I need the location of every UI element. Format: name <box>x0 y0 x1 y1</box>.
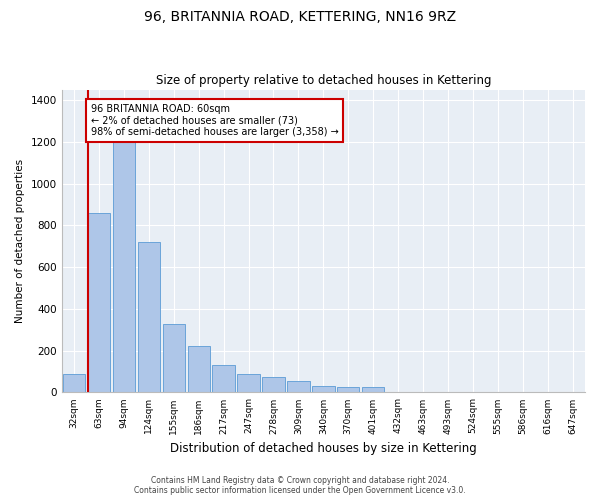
Bar <box>212 366 235 392</box>
Bar <box>337 386 359 392</box>
Bar <box>312 386 335 392</box>
Bar <box>362 386 385 392</box>
Title: Size of property relative to detached houses in Kettering: Size of property relative to detached ho… <box>155 74 491 87</box>
Bar <box>238 374 260 392</box>
Bar <box>163 324 185 392</box>
Y-axis label: Number of detached properties: Number of detached properties <box>15 159 25 323</box>
Bar <box>137 242 160 392</box>
X-axis label: Distribution of detached houses by size in Kettering: Distribution of detached houses by size … <box>170 442 477 455</box>
Bar <box>188 346 210 393</box>
Text: Contains HM Land Registry data © Crown copyright and database right 2024.
Contai: Contains HM Land Registry data © Crown c… <box>134 476 466 495</box>
Bar <box>88 213 110 392</box>
Bar <box>63 374 85 392</box>
Bar <box>113 142 135 393</box>
Text: 96, BRITANNIA ROAD, KETTERING, NN16 9RZ: 96, BRITANNIA ROAD, KETTERING, NN16 9RZ <box>144 10 456 24</box>
Bar <box>287 381 310 392</box>
Bar <box>262 377 285 392</box>
Text: 96 BRITANNIA ROAD: 60sqm
← 2% of detached houses are smaller (73)
98% of semi-de: 96 BRITANNIA ROAD: 60sqm ← 2% of detache… <box>91 104 338 138</box>
